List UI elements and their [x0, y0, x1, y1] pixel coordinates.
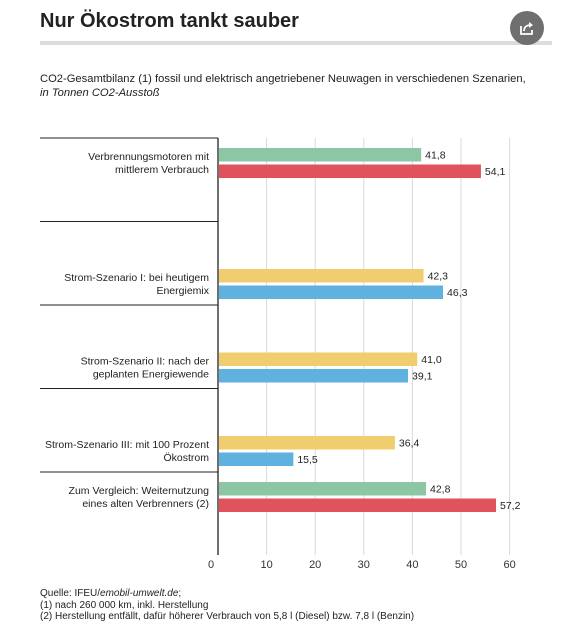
x-tick-label: 20	[309, 559, 321, 571]
category-separators	[40, 137, 218, 473]
x-tick-label: 60	[503, 559, 515, 571]
bar	[219, 482, 427, 496]
category-label-line: Strom-Szenario II: nach der	[81, 356, 210, 368]
title-divider	[40, 41, 552, 45]
category-label: Strom-Szenario III: mit 100 Prozent Ökost…	[45, 439, 209, 464]
bar	[219, 285, 444, 299]
x-tick-label: 10	[260, 559, 272, 571]
footnote-1: (1) nach 260 000 km, inkl. Herstellung	[40, 599, 209, 611]
bar	[219, 148, 422, 162]
bar-value-label: 46,3	[447, 287, 468, 299]
category-label-line: Strom-Szenario III: mit 100 Prozent	[45, 439, 209, 451]
source-line: Quelle: IFEU/emobil-umwelt.de;	[40, 588, 414, 600]
category-label-line: Ökostrom	[163, 452, 209, 464]
x-tick-label: 50	[455, 559, 467, 571]
page-title: Nur Ökostrom tankt sauber	[40, 10, 299, 32]
category-label-line: Energiemix	[156, 285, 209, 297]
share-button[interactable]	[510, 11, 544, 45]
bar-value-label: 57,2	[500, 500, 521, 512]
header: Nur Ökostrom tankt sauber	[40, 0, 552, 48]
bar-value-label: 15,5	[297, 454, 318, 466]
category-label-line: Strom-Szenario I: bei heutigem	[64, 272, 209, 284]
bar-value-label: 41,0	[421, 354, 442, 366]
category-label-line: mittlerem Verbrauch	[115, 164, 209, 176]
category-label-line: eines alten Verbrenners (2)	[82, 498, 209, 510]
category-label-line: Verbrennungsmotoren mit	[88, 151, 209, 163]
bar-value-label: 36,4	[399, 438, 420, 450]
source-prefix: Quelle: IFEU/	[40, 588, 101, 599]
category-label-line: geplanten Energiewende	[93, 369, 209, 381]
bar	[219, 452, 294, 466]
footnote-2: (2) Herstellung entfällt, dafür höherer …	[40, 611, 415, 622]
category-label: Zum Vergleich: Weiternutzung eines alten …	[69, 485, 210, 510]
bar-value-label: 41,8	[425, 150, 446, 162]
category-labels: Verbrennungsmotoren mit mittlerem Verbrau…	[45, 151, 210, 510]
bar-value-label: 54,1	[485, 166, 506, 178]
category-label: Strom-Szenario I: bei heutigem Energiemix	[64, 272, 209, 297]
subtitle-unit: in Tonnen CO2-Ausstoß	[40, 87, 160, 99]
share-icon	[520, 22, 533, 35]
category-label: Strom-Szenario II: nach der geplanten Ene…	[81, 356, 210, 381]
bars: 41,8 54,1 42,3 46,3 41,0 39,1 36,4 15,5 42,8 57,2	[219, 148, 521, 512]
bar	[219, 436, 395, 450]
x-tick-label: 40	[406, 559, 418, 571]
bar	[219, 498, 496, 512]
bar-value-label: 42,8	[430, 484, 451, 496]
source-notes: Quelle: IFEU/emobil-umwelt.de; (1) nach …	[40, 588, 414, 623]
bar	[219, 369, 409, 383]
x-axis-ticks: 0 10 20 30 40 50 60	[208, 559, 516, 571]
category-label: Verbrennungsmotoren mit mittlerem Verbrau…	[88, 151, 209, 176]
bar	[219, 352, 418, 366]
source-link[interactable]: emobil-umwelt.de	[100, 588, 179, 599]
chart-subtitle: CO2-Gesamtbilanz (1) fossil und elektris…	[40, 72, 555, 100]
source-suffix: ;	[178, 588, 182, 599]
bar-value-label: 39,1	[412, 371, 433, 383]
bar-value-label: 42,3	[428, 271, 449, 283]
bar	[219, 164, 481, 178]
bar	[219, 269, 424, 283]
category-label-line: Zum Vergleich: Weiternutzung	[69, 485, 210, 497]
x-tick-label: 0	[208, 559, 214, 571]
x-tick-label: 30	[358, 559, 370, 571]
subtitle-text: CO2-Gesamtbilanz (1) fossil und elektris…	[40, 73, 526, 85]
